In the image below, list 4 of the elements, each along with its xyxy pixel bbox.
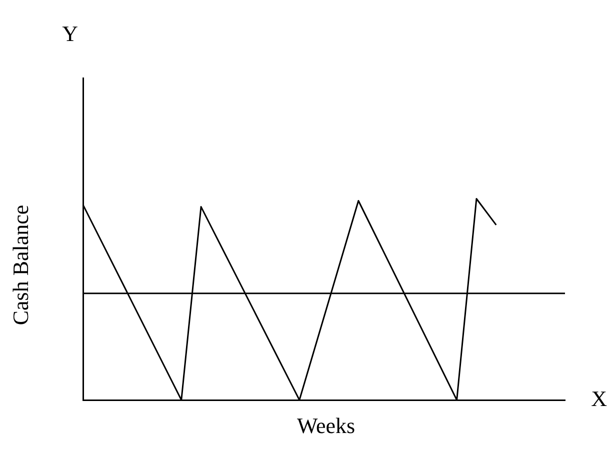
x-axis-title: Weeks — [296, 412, 356, 438]
text: Y — [62, 20, 78, 46]
text: X — [591, 386, 608, 411]
y-axis-title: Cash Balance — [8, 204, 33, 326]
